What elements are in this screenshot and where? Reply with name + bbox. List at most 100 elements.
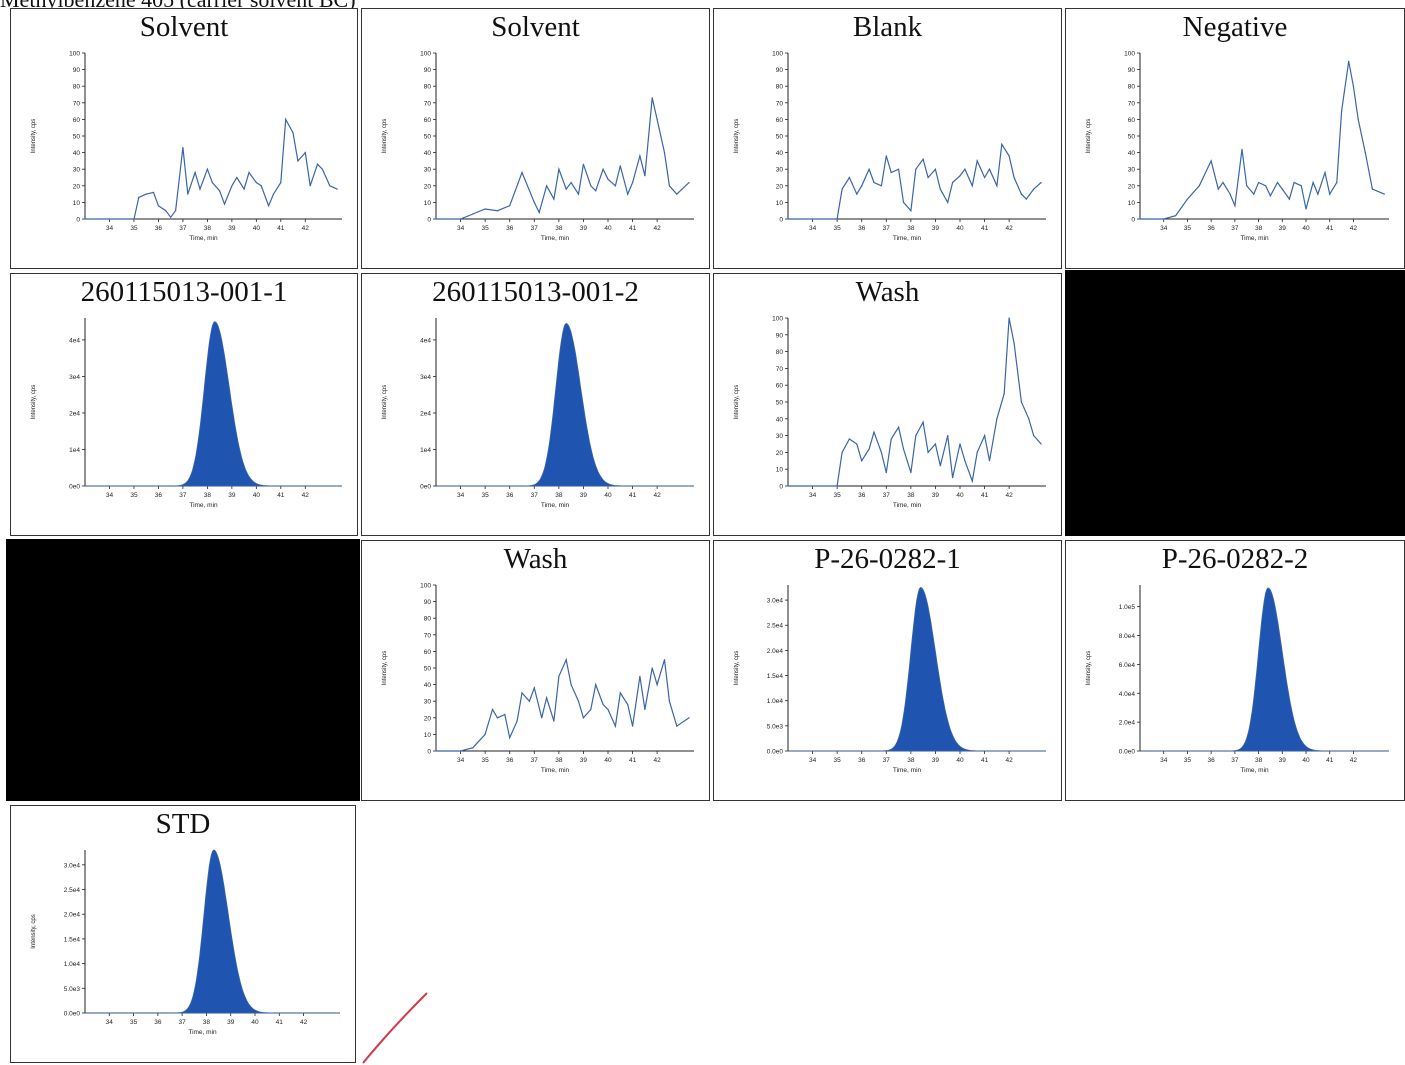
data-point bbox=[934, 443, 936, 445]
x-tick-label: 40 bbox=[1302, 225, 1310, 232]
chromatogram-std: 0.0e0 5.0e3 1.0e4 1.5e4 2.0e4 2.5e4 3.0e4 34 35 3… bbox=[31, 849, 340, 1036]
y-tick-label: 60 bbox=[1128, 117, 1136, 124]
data-point bbox=[1139, 218, 1141, 220]
data-point bbox=[651, 97, 653, 99]
data-point bbox=[236, 176, 238, 179]
y-tick-label: 20 bbox=[424, 183, 432, 190]
data-point bbox=[565, 659, 567, 661]
x-tick-label: 41 bbox=[629, 492, 637, 499]
x-tick-label: 41 bbox=[629, 757, 637, 764]
data-point bbox=[509, 737, 511, 739]
x-tick-label: 41 bbox=[629, 225, 637, 232]
data-point bbox=[484, 733, 486, 735]
series-line bbox=[1140, 61, 1385, 220]
data-point bbox=[885, 155, 887, 157]
x-tick-label: 36 bbox=[858, 757, 866, 764]
x-tick-label: 41 bbox=[981, 492, 989, 499]
data-point bbox=[304, 152, 306, 154]
data-point bbox=[329, 185, 331, 187]
data-point bbox=[336, 188, 338, 190]
chromatogram-sample-1: 0e0 1e4 2e4 3e4 4e4 34 35 36 37 38 39 40 41 42 Time, m… bbox=[31, 318, 342, 509]
y-tick-label: 70 bbox=[73, 100, 81, 107]
y-axis-title: Intensity, cps bbox=[1086, 651, 1092, 686]
x-tick-label: 37 bbox=[179, 1019, 187, 1026]
x-tick-label: 36 bbox=[858, 492, 866, 499]
x-tick-label: 40 bbox=[604, 757, 612, 764]
data-point bbox=[460, 750, 462, 752]
x-tick-label: 37 bbox=[179, 492, 187, 499]
chart-title: 260115013-001-2 bbox=[432, 276, 639, 308]
chart-title: Negative bbox=[1182, 11, 1288, 43]
data-point bbox=[614, 725, 616, 727]
y-axis-title: Intensity, cps bbox=[382, 651, 388, 686]
x-axis-title: Time, min bbox=[541, 235, 570, 242]
x-tick-label: 42 bbox=[1350, 757, 1358, 764]
y-tick-label: 70 bbox=[424, 632, 432, 639]
data-point bbox=[787, 218, 789, 220]
data-point bbox=[211, 181, 213, 184]
data-point bbox=[590, 708, 592, 711]
peak-area bbox=[436, 323, 694, 487]
data-point bbox=[668, 185, 670, 187]
y-tick-label: 90 bbox=[776, 332, 784, 339]
x-tick-label: 36 bbox=[155, 225, 163, 232]
data-point bbox=[976, 160, 978, 162]
y-tick-label: 10 bbox=[1128, 200, 1136, 207]
data-point bbox=[663, 152, 666, 154]
x-tick-label: 39 bbox=[1279, 757, 1287, 764]
data-point bbox=[644, 175, 646, 177]
x-tick-label: 40 bbox=[604, 492, 612, 499]
x-tick-label: 39 bbox=[227, 1019, 235, 1026]
y-tick-label: 80 bbox=[1128, 84, 1136, 91]
data-point bbox=[841, 188, 843, 190]
x-tick-label: 35 bbox=[130, 225, 138, 232]
x-tick-label: 38 bbox=[907, 492, 915, 499]
y-tick-label: 90 bbox=[73, 67, 81, 74]
y-tick-label: 50 bbox=[776, 134, 784, 141]
x-tick-label: 38 bbox=[555, 757, 563, 764]
data-point bbox=[959, 443, 961, 445]
chromatogram-solvent-2: 0 10 20 30 40 50 60 70 80 90 100 34 35 36 37 38 39 40 41 42… bbox=[382, 51, 694, 242]
data-point bbox=[1336, 181, 1338, 184]
data-point bbox=[898, 426, 900, 428]
data-point bbox=[1217, 188, 1219, 190]
data-point bbox=[528, 700, 530, 702]
data-point bbox=[145, 193, 147, 195]
data-point bbox=[1246, 185, 1248, 187]
x-tick-label: 37 bbox=[883, 757, 891, 764]
x-tick-label: 38 bbox=[907, 757, 915, 764]
y-tick-label: 2.5e4 bbox=[767, 623, 784, 630]
data-point bbox=[836, 485, 838, 487]
data-point bbox=[976, 451, 978, 453]
data-point bbox=[165, 210, 167, 212]
data-point bbox=[297, 160, 299, 162]
data-point bbox=[688, 717, 690, 719]
data-point bbox=[1033, 435, 1035, 437]
x-tick-label: 34 bbox=[106, 492, 114, 499]
series-line bbox=[788, 142, 1042, 220]
chart-title: P-26-0282-1 bbox=[814, 543, 961, 575]
y-tick-label: 100 bbox=[420, 583, 431, 590]
y-tick-label: 4.0e4 bbox=[1119, 691, 1136, 698]
y-axis-title: Intensity, cps bbox=[382, 385, 388, 420]
y-tick-label: 3e4 bbox=[420, 374, 431, 381]
x-tick-label: 41 bbox=[1326, 225, 1334, 232]
data-point bbox=[848, 438, 850, 440]
x-tick-label: 34 bbox=[457, 225, 465, 232]
data-point bbox=[292, 132, 294, 134]
y-tick-label: 0.0e0 bbox=[1119, 749, 1136, 756]
data-point bbox=[1317, 193, 1319, 195]
redacted-panel-right bbox=[1065, 270, 1405, 536]
x-tick-label: 35 bbox=[130, 1019, 138, 1026]
data-point bbox=[1364, 152, 1366, 154]
data-point bbox=[984, 176, 986, 179]
data-point bbox=[152, 191, 155, 193]
data-point bbox=[1305, 208, 1307, 210]
x-tick-label: 41 bbox=[981, 757, 989, 764]
series-line bbox=[85, 117, 338, 220]
chart-panel-p-2: P-26-0282-2 0.0e0 2.0e4 4.0e4 6.0e4 8.0e4 1.0… bbox=[1065, 540, 1405, 801]
y-tick-label: 50 bbox=[1128, 134, 1136, 141]
x-tick-label: 35 bbox=[482, 492, 490, 499]
data-point bbox=[627, 193, 629, 195]
x-tick-label: 40 bbox=[251, 1019, 259, 1026]
